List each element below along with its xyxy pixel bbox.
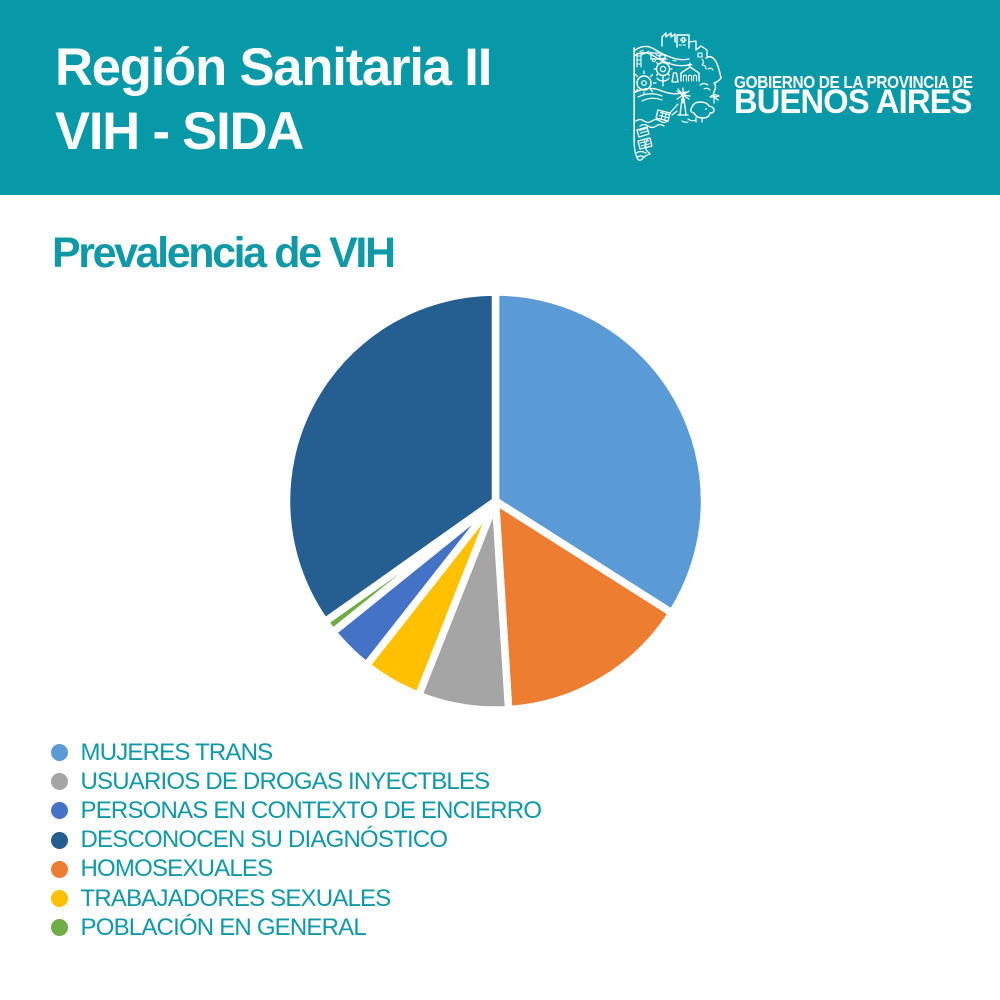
buenos-aires-province-doodle-map-icon <box>633 32 722 161</box>
gba-logo-caption-large: BUENOS AIRES <box>734 82 972 121</box>
legend-label: HOMOSEXUALES <box>80 855 274 883</box>
legend-item: HOMOSEXUALES <box>51 855 541 884</box>
legend-label: POBLACIÓN EN GENERAL <box>80 913 367 941</box>
legend-swatch-icon <box>51 773 68 791</box>
gba-logo-caption-small: GOBIERNO DE LA PROVINCIA DE <box>734 71 973 92</box>
legend-swatch-icon <box>51 860 68 878</box>
legend-label: TRABAJADORES SEXUALES <box>80 884 392 912</box>
legend-label: DESCONOCEN SU DIAGNÓSTICO <box>80 826 449 854</box>
legend-item: MUJERES TRANS <box>51 738 541 767</box>
header-title-line2: VIH - SIDA <box>55 102 304 161</box>
legend-item: POBLACIÓN EN GENERAL <box>51 913 541 942</box>
header-band: Región Sanitaria II VIH - SIDA <box>0 0 1000 195</box>
pie-slice-homosexuales <box>491 493 678 714</box>
header-title: Región Sanitaria II VIH - SIDA <box>55 36 492 164</box>
gba-logo: GOBIERNO DE LA PROVINCIA DE BUENOS AIRES <box>632 29 973 163</box>
gba-logo-captions: GOBIERNO DE LA PROVINCIA DE BUENOS AIRES <box>734 71 973 121</box>
legend-label: USUARIOS DE DROGAS INYECTBLES <box>80 767 491 795</box>
legend-swatch-icon <box>51 919 68 937</box>
legend-label: MUJERES TRANS <box>80 738 274 766</box>
legend-item: USUARIOS DE DROGAS INYECTBLES <box>51 767 541 796</box>
legend-item: TRABAJADORES SEXUALES <box>51 884 541 913</box>
legend-label: PERSONAS EN CONTEXTO DE ENCIERRO <box>80 796 543 824</box>
legend-swatch-icon <box>51 831 68 849</box>
legend-item: DESCONOCEN SU DIAGNÓSTICO <box>51 826 541 855</box>
legend-swatch-icon <box>51 802 68 820</box>
pie-slice-desconocen-su-diagn-stico <box>282 288 500 627</box>
legend-swatch-icon <box>51 890 68 908</box>
chart-title: Prevalencia de VIH <box>52 229 396 277</box>
pie-legend: MUJERES TRANS USUARIOS DE DROGAS INYECTBL… <box>51 738 543 942</box>
legend-item: PERSONAS EN CONTEXTO DE ENCIERRO <box>51 796 543 825</box>
legend-swatch-icon <box>51 744 68 762</box>
header-title-line1: Región Sanitaria II <box>55 38 492 97</box>
